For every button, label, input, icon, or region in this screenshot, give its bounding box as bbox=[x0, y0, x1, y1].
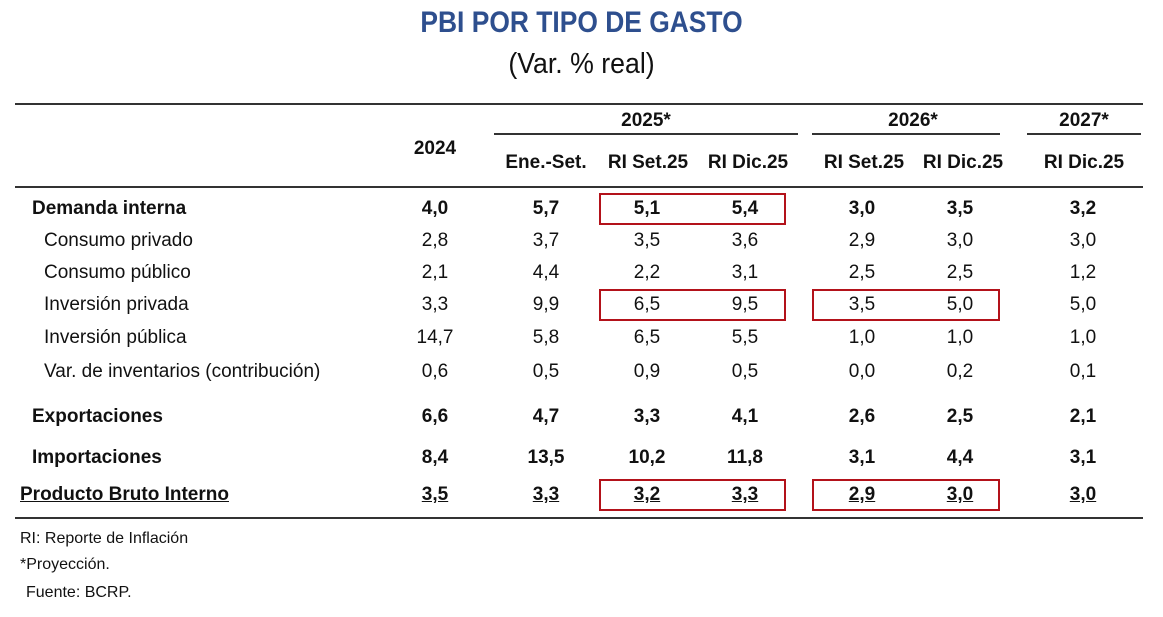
header-group-2026: 2026* bbox=[888, 110, 938, 131]
table-cell: 3,5 bbox=[848, 294, 876, 315]
table-cell: 4,1 bbox=[731, 406, 759, 427]
table-cell: 0,2 bbox=[946, 361, 974, 382]
table-cell: 9,9 bbox=[532, 294, 560, 315]
table-cell: 1,2 bbox=[1069, 262, 1097, 283]
table-top-rule bbox=[15, 103, 1143, 105]
page-subtitle: (Var. % real) bbox=[508, 48, 655, 80]
header-col-2027-ri-dic: RI Dic.25 bbox=[1043, 152, 1125, 173]
table-cell: 0,5 bbox=[532, 361, 560, 382]
group-2025-rule bbox=[494, 133, 798, 135]
table-cell: 4,4 bbox=[532, 262, 560, 283]
table-cell: 5,0 bbox=[1069, 294, 1097, 315]
table-cell: 3,5 bbox=[633, 230, 661, 251]
highlight-box bbox=[599, 479, 786, 511]
table-cell: 0,1 bbox=[1069, 361, 1097, 382]
table-cell: 11,8 bbox=[727, 447, 763, 468]
row-label: Demanda interna bbox=[32, 198, 187, 219]
table-cell: 2,6 bbox=[848, 406, 876, 427]
table-cell: 2,5 bbox=[946, 262, 974, 283]
table-cell: 3,1 bbox=[1069, 447, 1097, 468]
note-proyeccion: *Proyección. bbox=[20, 556, 110, 573]
table-cell: 10,2 bbox=[628, 447, 666, 468]
table-bottom-rule bbox=[15, 517, 1143, 519]
row-label: Exportaciones bbox=[32, 406, 163, 427]
table-cell: 2,1 bbox=[421, 262, 449, 283]
row-label: Inversión privada bbox=[44, 294, 189, 315]
table-cell: 14,7 bbox=[416, 327, 454, 348]
table-cell: 1,0 bbox=[848, 327, 876, 348]
table-cell: 4,4 bbox=[946, 447, 974, 468]
table-cell: 3,0 bbox=[946, 484, 974, 505]
page-title: PBI POR TIPO DE GASTO bbox=[420, 6, 743, 39]
header-col-2026-ri-dic: RI Dic.25 bbox=[922, 152, 1004, 173]
header-col-2025-ri-set: RI Set.25 bbox=[607, 152, 689, 173]
table-cell: 2,5 bbox=[848, 262, 876, 283]
header-col-ene-set: Ene.-Set. bbox=[505, 152, 587, 173]
table-cell: 6,5 bbox=[633, 294, 661, 315]
table-cell: 1,0 bbox=[946, 327, 974, 348]
table-cell: 9,5 bbox=[731, 294, 759, 315]
table-cell: 3,0 bbox=[848, 198, 876, 219]
table-cell: 0,9 bbox=[633, 361, 661, 382]
table-cell: 3,2 bbox=[1069, 198, 1097, 219]
table-cell: 3,6 bbox=[731, 230, 759, 251]
table-cell: 6,5 bbox=[633, 327, 661, 348]
table-cell: 5,8 bbox=[532, 327, 560, 348]
table-cell: 5,0 bbox=[946, 294, 974, 315]
table-cell: 5,5 bbox=[731, 327, 759, 348]
table-cell: 0,5 bbox=[731, 361, 759, 382]
row-label: Producto Bruto Interno bbox=[20, 484, 229, 505]
table-cell: 6,6 bbox=[421, 406, 449, 427]
table-cell: 4,0 bbox=[421, 198, 449, 219]
table-cell: 2,8 bbox=[421, 230, 449, 251]
table-cell: 1,0 bbox=[1069, 327, 1097, 348]
table-cell: 3,7 bbox=[532, 230, 560, 251]
group-2026-rule bbox=[812, 133, 1000, 135]
table-cell: 5,7 bbox=[532, 198, 560, 219]
table-cell: 3,3 bbox=[633, 406, 661, 427]
highlight-box bbox=[599, 193, 786, 225]
row-label: Consumo privado bbox=[44, 230, 193, 251]
header-bottom-rule bbox=[15, 186, 1143, 188]
highlight-box bbox=[599, 289, 786, 321]
table-cell: 3,5 bbox=[421, 484, 449, 505]
table-cell: 8,4 bbox=[421, 447, 449, 468]
header-2024: 2024 bbox=[413, 138, 457, 159]
table-cell: 3,5 bbox=[946, 198, 974, 219]
note-fuente: Fuente: BCRP. bbox=[26, 584, 132, 601]
header-group-2025: 2025* bbox=[621, 110, 671, 131]
table-cell: 3,0 bbox=[1069, 230, 1097, 251]
table-cell: 2,5 bbox=[946, 406, 974, 427]
table-cell: 2,9 bbox=[848, 230, 876, 251]
header-group-2027: 2027* bbox=[1059, 110, 1109, 131]
row-label: Importaciones bbox=[32, 447, 162, 468]
table-cell: 2,2 bbox=[633, 262, 661, 283]
group-2027-rule bbox=[1027, 133, 1141, 135]
highlight-box bbox=[812, 479, 1000, 511]
table-cell: 0,6 bbox=[421, 361, 449, 382]
table-cell: 5,4 bbox=[731, 198, 759, 219]
table-cell: 5,1 bbox=[633, 198, 661, 219]
table-cell: 3,3 bbox=[421, 294, 449, 315]
table-cell: 3,1 bbox=[848, 447, 876, 468]
row-label: Var. de inventarios (contribución) bbox=[44, 361, 321, 382]
table-cell: 3,2 bbox=[633, 484, 661, 505]
note-ri: RI: Reporte de Inflación bbox=[20, 530, 189, 547]
table-cell: 3,0 bbox=[1069, 484, 1097, 505]
row-label: Inversión pública bbox=[44, 327, 187, 348]
table-cell: 2,9 bbox=[848, 484, 876, 505]
table-cell: 3,1 bbox=[731, 262, 759, 283]
table-cell: 0,0 bbox=[848, 361, 876, 382]
table-cell: 4,7 bbox=[532, 406, 560, 427]
table-cell: 3,0 bbox=[946, 230, 974, 251]
table-cell: 3,3 bbox=[731, 484, 759, 505]
row-label: Consumo público bbox=[44, 262, 191, 283]
header-col-2025-ri-dic: RI Dic.25 bbox=[707, 152, 789, 173]
header-col-2026-ri-set: RI Set.25 bbox=[823, 152, 905, 173]
table-cell: 13,5 bbox=[527, 447, 565, 468]
highlight-box bbox=[812, 289, 1000, 321]
table-cell: 2,1 bbox=[1069, 406, 1097, 427]
table-cell: 3,3 bbox=[532, 484, 560, 505]
